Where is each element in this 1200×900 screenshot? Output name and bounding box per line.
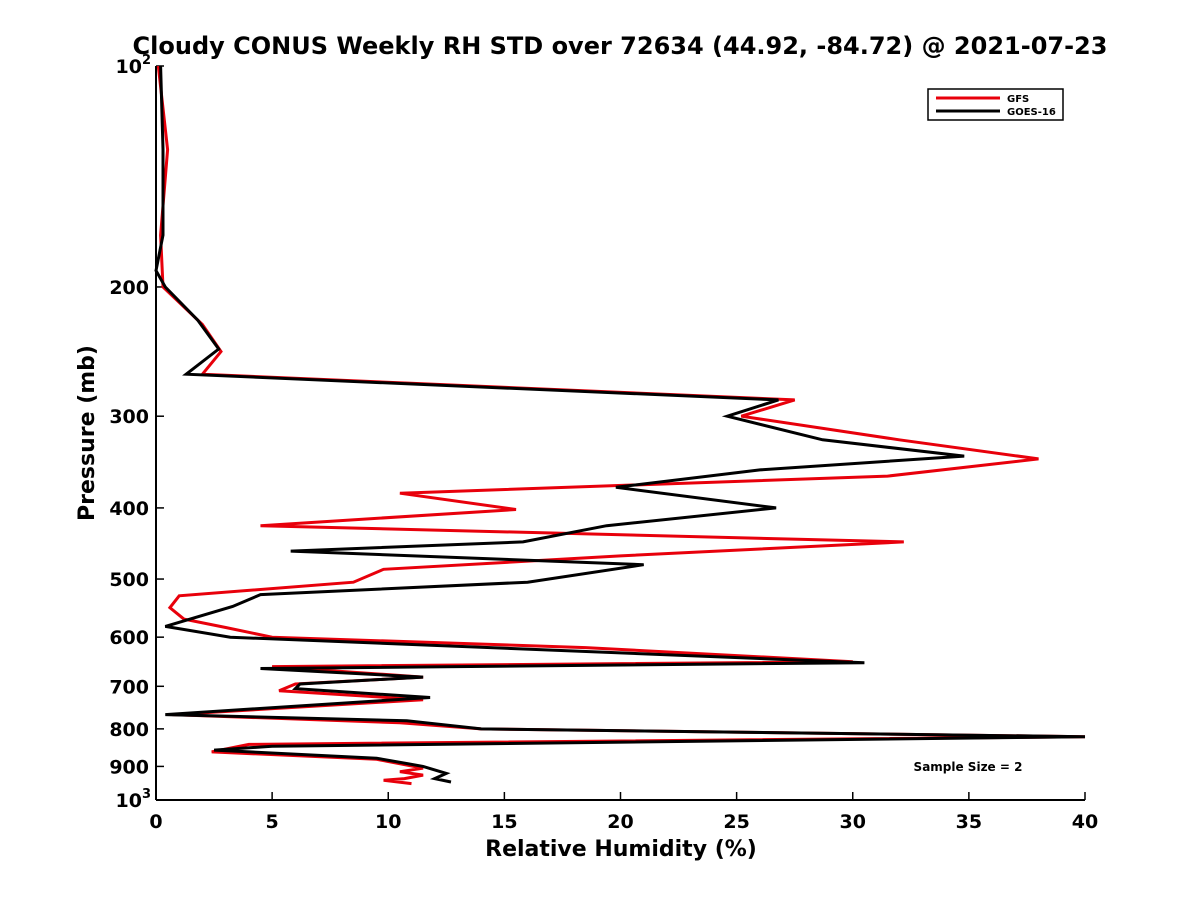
series-line-goes-16	[154, 65, 1086, 784]
chart-title: Cloudy CONUS Weekly RH STD over 72634 (4…	[133, 32, 1108, 60]
x-tick-label: 40	[1072, 811, 1098, 833]
legend-label: GOES-16	[1007, 107, 1056, 118]
y-tick-label: 800	[109, 719, 149, 741]
y-tick-label: 103	[116, 787, 152, 812]
y-tick-label: 102	[116, 53, 152, 78]
x-tick-label: 10	[375, 811, 401, 833]
y-tick-label: 500	[109, 569, 149, 591]
x-tick-label: 30	[840, 811, 866, 833]
x-tick-label: 25	[723, 811, 749, 833]
series-layer	[154, 65, 1086, 786]
y-tick-label: 300	[109, 406, 149, 428]
y-axis-label: Pressure (mb)	[75, 345, 100, 521]
y-tick-label: 400	[109, 498, 149, 520]
y-tick-label: 200	[109, 277, 149, 299]
y-tick-label: 900	[109, 756, 149, 778]
x-tick-label: 0	[149, 811, 162, 833]
legend: GFS GOES-16	[927, 88, 1064, 121]
x-tick-label: 35	[956, 811, 982, 833]
legend-label: GFS	[1007, 94, 1029, 105]
y-tick-label: 600	[109, 627, 149, 649]
legend-box	[927, 88, 1064, 121]
x-tick-label: 15	[491, 811, 517, 833]
x-tick-label: 5	[266, 811, 279, 833]
axes: 0 5 10 15 20 25 30 35 40 102 200 300 400 500 600 700 800…	[109, 53, 1098, 833]
x-tick-label: 20	[607, 811, 633, 833]
sample-size-annotation: Sample Size = 2	[914, 760, 1023, 774]
y-tick-label: 700	[109, 676, 149, 698]
x-axis-label: Relative Humidity (%)	[485, 837, 757, 862]
